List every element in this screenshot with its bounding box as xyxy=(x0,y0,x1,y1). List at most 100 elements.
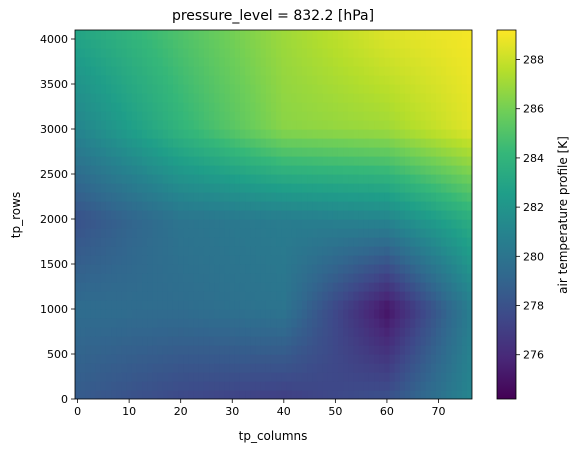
heatmap-cell xyxy=(446,120,452,130)
heatmap-cell xyxy=(286,165,293,175)
heatmap-cell xyxy=(188,75,195,85)
heatmap-cell xyxy=(425,210,432,220)
heatmap-cell xyxy=(105,93,112,103)
heatmap-cell xyxy=(374,39,380,49)
heatmap-cell xyxy=(399,84,406,94)
heatmap-cell xyxy=(368,147,375,157)
heatmap-cell xyxy=(441,30,447,40)
heatmap-cell xyxy=(343,183,349,193)
heatmap-cell xyxy=(116,363,123,373)
heatmap-cell xyxy=(353,66,360,76)
heatmap-cell xyxy=(332,93,339,103)
heatmap-cell xyxy=(451,75,458,85)
heatmap-cell xyxy=(234,291,241,301)
heatmap-cell xyxy=(389,219,396,229)
heatmap-cell xyxy=(276,39,282,49)
heatmap-cell xyxy=(441,111,447,121)
y-tick-label: 0 xyxy=(61,393,68,406)
heatmap-cell xyxy=(312,372,318,382)
heatmap-cell xyxy=(245,246,251,256)
heatmap-cell xyxy=(451,219,458,229)
heatmap-cell xyxy=(348,336,355,346)
heatmap-cell xyxy=(322,372,329,382)
heatmap-cell xyxy=(425,381,432,391)
heatmap-cell xyxy=(451,138,458,148)
heatmap-cell xyxy=(389,57,396,67)
heatmap-cell xyxy=(131,219,138,229)
heatmap-cell xyxy=(111,147,117,157)
heatmap-cell xyxy=(265,93,272,103)
heatmap-cell xyxy=(317,291,324,301)
heatmap-cell xyxy=(327,120,334,130)
heatmap-cell xyxy=(312,30,318,40)
heatmap-cell xyxy=(203,354,210,364)
heatmap-cell xyxy=(466,300,472,310)
heatmap-cell xyxy=(281,300,287,310)
heatmap-cell xyxy=(281,201,287,211)
heatmap-cell xyxy=(281,318,287,328)
heatmap-cell xyxy=(167,237,174,247)
heatmap-cell xyxy=(286,300,293,310)
heatmap-cell xyxy=(209,174,215,184)
heatmap-cell xyxy=(451,183,458,193)
heatmap-cell xyxy=(430,372,437,382)
heatmap-cell xyxy=(188,210,195,220)
heatmap-cell xyxy=(461,381,468,391)
heatmap-cell xyxy=(265,228,272,238)
heatmap-cell xyxy=(265,129,272,139)
heatmap-cell xyxy=(188,291,195,301)
heatmap-cell xyxy=(461,246,468,256)
heatmap-cell xyxy=(291,30,298,40)
heatmap-cell xyxy=(307,336,313,346)
heatmap-cell xyxy=(368,291,375,301)
heatmap-cell xyxy=(358,282,365,292)
heatmap-cell xyxy=(100,336,107,346)
heatmap-cell xyxy=(234,255,241,265)
heatmap-cell xyxy=(425,228,432,238)
heatmap-cell xyxy=(198,174,205,184)
heatmap-cell xyxy=(255,84,262,94)
heatmap-cell xyxy=(121,300,128,310)
heatmap-cell xyxy=(384,75,391,85)
heatmap-cell xyxy=(420,156,427,166)
heatmap-cell xyxy=(374,93,380,103)
heatmap-cell xyxy=(209,372,215,382)
heatmap-cell xyxy=(167,156,174,166)
heatmap-cell xyxy=(446,210,452,220)
heatmap-cell xyxy=(384,156,391,166)
heatmap-cell xyxy=(224,201,231,211)
heatmap-cell xyxy=(152,273,159,283)
heatmap-cell xyxy=(286,30,293,40)
heatmap-cell xyxy=(337,66,344,76)
heatmap-cell xyxy=(332,363,339,373)
heatmap-cell xyxy=(415,84,422,94)
heatmap-cell xyxy=(317,138,324,148)
heatmap-cell xyxy=(250,165,257,175)
heatmap-cell xyxy=(198,237,205,247)
heatmap-cell xyxy=(374,66,380,76)
heatmap-cell xyxy=(239,327,246,337)
heatmap-cell xyxy=(193,309,200,319)
heatmap-cell xyxy=(183,201,190,211)
heatmap-cell xyxy=(229,57,236,67)
heatmap-cell xyxy=(75,246,81,256)
heatmap-cell xyxy=(379,318,385,328)
heatmap-cell xyxy=(152,138,159,148)
heatmap-cell xyxy=(116,84,123,94)
heatmap-cell xyxy=(276,336,282,346)
heatmap-cell xyxy=(265,57,272,67)
heatmap-cell xyxy=(80,66,86,76)
heatmap-cell xyxy=(255,336,262,346)
heatmap-cell xyxy=(142,156,148,166)
heatmap-cell xyxy=(343,30,349,40)
heatmap-cell xyxy=(384,390,391,399)
heatmap-cell xyxy=(214,192,220,202)
heatmap-cell xyxy=(456,93,463,103)
heatmap-cell xyxy=(198,138,205,148)
heatmap-cell xyxy=(162,363,169,373)
heatmap-cell xyxy=(461,93,468,103)
heatmap-cell xyxy=(255,165,262,175)
heatmap-cell xyxy=(337,174,344,184)
heatmap-cell xyxy=(446,66,452,76)
heatmap-cell xyxy=(147,282,153,292)
